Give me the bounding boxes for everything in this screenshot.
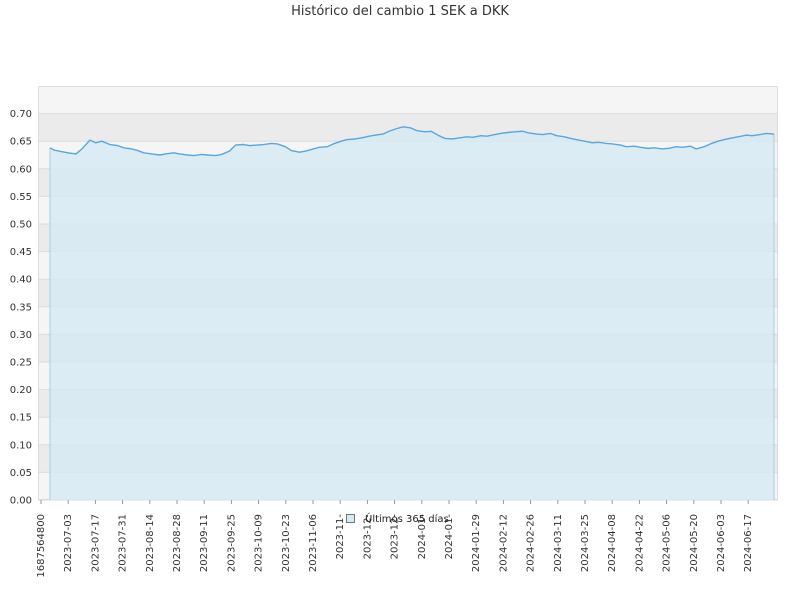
x-tick-label: 2023-12- [390,514,401,560]
x-tick-label: 2023-09-25 [226,514,237,572]
x-tick-label: 2023-09-11 [199,514,210,572]
x-tick-label: 2024-05-20 [689,514,700,572]
y-axis-ticks: 0.00 0.05 0.10 0.15 0.20 0.25 0.30 0.35 0.40 0.45… [10,109,32,506]
y-tick-label: 0.65 [10,137,32,148]
y-tick-label: 0.00 [10,496,32,507]
x-tick-label: 2023-07-03 [63,514,74,572]
x-tick-label: 2023-12- [362,514,373,560]
series-line [49,126,775,157]
x-tick-label: 2023-08-14 [145,514,156,572]
x-tick-label: 2023-11- [335,514,346,560]
y-tick-label: 0.40 [10,275,32,286]
y-tick-label: 0.45 [10,247,32,258]
x-tick-label: 2024-02-12 [498,514,509,572]
legend-label[interactable]: Últimos 365 días [365,512,449,525]
y-tick-label: 0.30 [10,330,32,341]
x-axis-ticks: 1687564800 2023-07-03 2023-07-17 2023-07-31… [36,500,754,578]
x-tick-label: 2023-08-28 [172,514,183,572]
x-tick-label: 2024-04-08 [607,514,618,572]
y-tick-label: 0.60 [10,164,32,175]
x-tick-label: 2023-11-06 [308,514,319,572]
y-tick-label: 0.25 [10,358,32,369]
y-tick-label: 0.35 [10,302,32,313]
x-tick-label: 2023-10-23 [281,514,292,572]
x-tick-label: 2024-01- [417,514,428,560]
y-tick-label: 0.15 [10,413,32,424]
x-tick-label: 2023-07-31 [118,514,129,572]
x-tick-label: 2024-03-25 [580,514,591,572]
x-tick-label: 2024-01- [444,514,455,560]
series-area-layer [49,126,775,500]
x-tick-label: 2024-05-06 [662,514,673,572]
legend-swatch[interactable] [346,514,355,523]
x-tick-label: 2024-06-17 [743,514,754,572]
x-tick-label: 2024-03-11 [553,514,564,572]
x-tick-label: 1687564800 [36,514,47,578]
x-tick-label: 2024-02-26 [526,514,537,572]
y-tick-label: 0.55 [10,192,32,203]
legend[interactable]: Últimos 365 días [346,512,449,525]
y-tick-label: 0.05 [10,468,32,479]
x-tick-label: 2024-01-29 [471,514,482,572]
background-band [38,86,778,114]
y-tick-label: 0.20 [10,385,32,396]
y-tick-label: 0.50 [10,220,32,231]
x-tick-label: 2024-04-22 [634,514,645,572]
series-area [50,126,774,500]
y-tick-label: 0.70 [10,109,32,120]
y-tick-label: 0.10 [10,440,32,451]
x-tick-label: 2023-10-09 [254,514,265,572]
chart-title: Histórico del cambio 1 SEK a DKK [291,4,509,19]
x-tick-label: 2024-06-03 [716,514,727,572]
x-tick-label: 2023-07-17 [90,514,101,572]
